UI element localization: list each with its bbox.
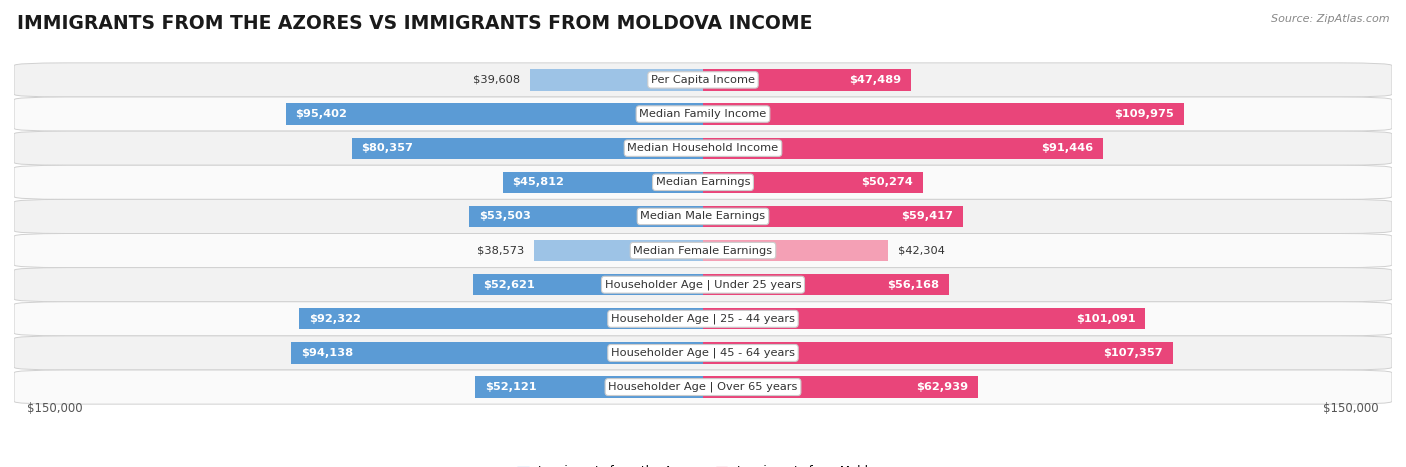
Text: $47,489: $47,489 xyxy=(849,75,901,85)
Text: $95,402: $95,402 xyxy=(295,109,347,119)
Text: Median Household Income: Median Household Income xyxy=(627,143,779,153)
Text: $94,138: $94,138 xyxy=(301,348,353,358)
Bar xyxy=(703,138,1102,159)
Bar xyxy=(703,376,979,398)
Bar xyxy=(703,172,922,193)
Bar xyxy=(703,69,911,91)
Bar xyxy=(470,206,703,227)
Text: Source: ZipAtlas.com: Source: ZipAtlas.com xyxy=(1271,14,1389,24)
Text: $101,091: $101,091 xyxy=(1076,314,1136,324)
Text: $62,939: $62,939 xyxy=(917,382,969,392)
Text: $52,621: $52,621 xyxy=(482,280,534,290)
Bar xyxy=(703,274,949,295)
Bar xyxy=(285,104,703,125)
Bar xyxy=(352,138,703,159)
Text: IMMIGRANTS FROM THE AZORES VS IMMIGRANTS FROM MOLDOVA INCOME: IMMIGRANTS FROM THE AZORES VS IMMIGRANTS… xyxy=(17,14,813,33)
FancyBboxPatch shape xyxy=(14,63,1392,97)
Text: Median Female Earnings: Median Female Earnings xyxy=(634,246,772,255)
Bar xyxy=(703,240,889,261)
Text: Per Capita Income: Per Capita Income xyxy=(651,75,755,85)
FancyBboxPatch shape xyxy=(14,199,1392,234)
Bar xyxy=(703,104,1184,125)
Text: $150,000: $150,000 xyxy=(27,402,83,415)
FancyBboxPatch shape xyxy=(14,268,1392,302)
FancyBboxPatch shape xyxy=(14,302,1392,336)
Text: $150,000: $150,000 xyxy=(1323,402,1379,415)
Bar xyxy=(530,69,703,91)
FancyBboxPatch shape xyxy=(14,370,1392,404)
Bar xyxy=(703,308,1146,329)
Bar xyxy=(703,342,1173,363)
Bar xyxy=(502,172,703,193)
Legend: Immigrants from the Azores, Immigrants from Moldova: Immigrants from the Azores, Immigrants f… xyxy=(512,460,894,467)
Text: $42,304: $42,304 xyxy=(898,246,945,255)
Text: $39,608: $39,608 xyxy=(472,75,520,85)
Text: $53,503: $53,503 xyxy=(479,212,530,221)
Text: $109,975: $109,975 xyxy=(1115,109,1174,119)
Bar xyxy=(475,376,703,398)
Text: $45,812: $45,812 xyxy=(512,177,564,187)
Bar xyxy=(291,342,703,363)
Text: Median Family Income: Median Family Income xyxy=(640,109,766,119)
FancyBboxPatch shape xyxy=(14,97,1392,131)
Text: $80,357: $80,357 xyxy=(361,143,413,153)
Text: $56,168: $56,168 xyxy=(887,280,939,290)
Text: $107,357: $107,357 xyxy=(1104,348,1163,358)
Text: $38,573: $38,573 xyxy=(477,246,524,255)
FancyBboxPatch shape xyxy=(14,131,1392,165)
Text: $59,417: $59,417 xyxy=(901,212,953,221)
FancyBboxPatch shape xyxy=(14,165,1392,199)
Text: $50,274: $50,274 xyxy=(862,177,912,187)
FancyBboxPatch shape xyxy=(14,336,1392,370)
Text: $91,446: $91,446 xyxy=(1040,143,1092,153)
Text: Median Male Earnings: Median Male Earnings xyxy=(641,212,765,221)
Text: Householder Age | Under 25 years: Householder Age | Under 25 years xyxy=(605,279,801,290)
Text: Householder Age | 45 - 64 years: Householder Age | 45 - 64 years xyxy=(612,348,794,358)
Text: Householder Age | 25 - 44 years: Householder Age | 25 - 44 years xyxy=(612,313,794,324)
Bar xyxy=(534,240,703,261)
Text: $52,121: $52,121 xyxy=(485,382,537,392)
Text: Median Earnings: Median Earnings xyxy=(655,177,751,187)
Bar xyxy=(299,308,703,329)
Bar xyxy=(472,274,703,295)
Bar xyxy=(703,206,963,227)
Text: $92,322: $92,322 xyxy=(309,314,361,324)
FancyBboxPatch shape xyxy=(14,234,1392,268)
Text: Householder Age | Over 65 years: Householder Age | Over 65 years xyxy=(609,382,797,392)
